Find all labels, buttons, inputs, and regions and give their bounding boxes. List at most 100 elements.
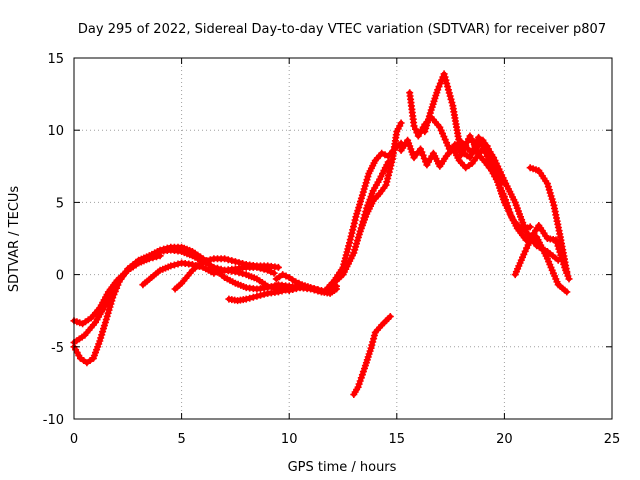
series-arc-7 [272,271,334,297]
axis-ticks [73,57,613,420]
data-point-marker [282,272,290,280]
data-point-marker [221,255,229,263]
data-point-marker [217,267,225,275]
data-point-marker [420,155,428,162]
x-tick-label: 10 [281,432,298,447]
x-tick-label: 20 [496,432,513,447]
series-arc-17 [526,164,571,276]
data-point-marker [387,162,395,170]
data-point-marker [235,259,243,267]
data-point-marker [210,269,218,277]
data-point-marker [383,178,391,186]
data-point-marker [418,148,426,156]
data-point-marker [239,260,247,267]
data-point-marker [440,70,448,78]
data-point-marker [369,338,377,346]
plot-frame [73,57,613,420]
data-point-marker [246,294,254,302]
data-point-marker [419,151,427,159]
data-point-marker [224,256,232,264]
data-point-marker [274,288,282,296]
data-point-marker [476,137,484,144]
data-point-marker [346,236,354,244]
x-axis-label: GPS time / hours [288,460,397,475]
data-point-marker [397,119,405,127]
data-point-marker [278,287,286,295]
data-point-marker [295,279,303,287]
chart-title: Day 295 of 2022, Sidereal Day-to-day VTE… [78,22,606,37]
y-tick-label: -5 [51,341,64,356]
series-arc-11 [350,313,394,398]
data-point-marker [442,76,450,84]
data-point-marker [271,282,279,290]
data-point-marker [565,275,573,283]
data-point-marker [526,238,533,246]
data-point-marker [149,254,157,262]
data-point-marker [253,292,261,300]
data-point-marker [356,377,364,385]
y-tick-label: 0 [56,269,64,284]
data-point-marker [260,290,268,298]
data-point-marker [386,313,394,320]
data-point-marker [257,291,264,299]
data-point-marker [292,278,300,286]
y-axis-label: SDTVAR / TECUs [7,186,22,293]
data-point-marker [385,168,393,176]
series-arc-10 [356,119,405,235]
data-point-marker [447,95,455,103]
data-point-marker [435,83,443,91]
data-point-marker [170,261,178,269]
y-tick-label: 10 [47,124,64,139]
data-point-marker [381,151,389,159]
data-point-marker [231,258,239,266]
data-point-marker [410,122,418,130]
data-point-marker [214,268,221,276]
data-point-marker [500,180,508,188]
data-point-marker [206,256,214,264]
data-point-marker [348,229,356,237]
y-axis-tick-labels: -10 -5 0 5 10 15 [43,52,64,428]
data-point-marker [160,245,168,253]
data-point-marker [145,255,153,263]
data-point-marker [167,262,175,270]
data-point-marker [267,283,275,291]
data-point-marker [521,247,529,255]
data-point-marker [279,271,287,279]
series-arc-9 [324,139,405,292]
data-point-marker [448,99,456,106]
data-point-marker [199,258,207,266]
data-point-marker [326,289,334,297]
data-point-marker [228,257,236,265]
data-point-marker [350,219,358,227]
data-point-marker [156,252,164,260]
data-point-marker [434,86,442,94]
data-point-marker [412,125,419,133]
series-arc-5 [171,255,282,293]
data-point-marker [163,244,171,252]
data-point-marker [203,257,211,265]
y-tick-label: 5 [56,196,64,211]
series-arc-15 [451,133,534,234]
data-point-marker [282,286,290,294]
x-axis-tick-labels: 0 5 10 15 20 25 [70,432,620,447]
data-point-marker [563,288,571,296]
grid-lines [74,58,612,419]
x-tick-label: 5 [177,432,185,447]
data-point-marker [274,263,282,271]
data-point-marker [242,295,250,303]
data-point-marker [270,269,278,277]
data-point-marker [445,89,453,97]
data-point-marker [526,223,534,231]
data-point-marker [153,253,160,261]
x-tick-label: 25 [604,432,621,447]
y-tick-label: 15 [47,52,64,67]
data-series [70,70,573,398]
x-tick-label: 15 [389,432,406,447]
data-point-marker [480,146,488,154]
data-point-marker [462,141,470,149]
series-arc-6 [225,282,302,305]
series-arc-3 [70,252,164,328]
data-point-marker [378,149,386,157]
data-point-marker [174,260,182,268]
